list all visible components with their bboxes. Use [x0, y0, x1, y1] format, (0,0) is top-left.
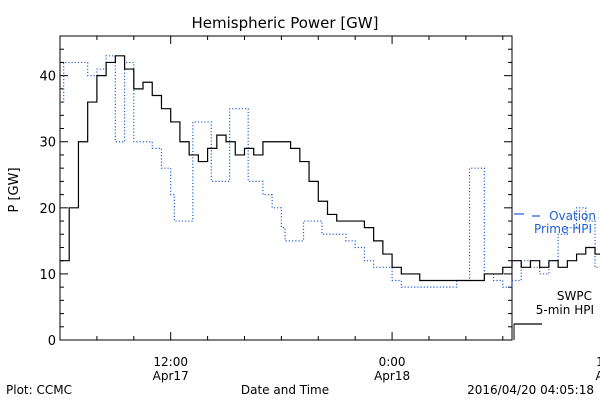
footer-timestamp: 2016/04/20 04:05:18	[467, 383, 594, 397]
y-axis-label: P [GW]	[7, 167, 22, 212]
legend-ovation-label-line1: Ovation	[549, 209, 596, 223]
x-tick-time-label: 0:00	[379, 355, 406, 369]
x-tick-time-label: 12:00	[153, 355, 188, 369]
series-ovation-prime-hpi-line	[60, 55, 600, 288]
y-tick-label: 20	[39, 202, 56, 217]
legend-ovation-label-line2: Prime HPI	[534, 222, 592, 236]
x-axis-ticks: 12:00Apr170:00Apr1812:00Apr180:00Apr1912…	[96, 36, 600, 383]
chart-title: Hemispheric Power [GW]	[192, 14, 379, 32]
y-tick-label: 40	[39, 70, 56, 85]
plot-frame	[59, 35, 513, 341]
x-tick-date-label: Apr18	[374, 369, 410, 383]
footer-plot-credit: Plot: CCMC	[6, 383, 72, 397]
x-tick-date-label: Apr18	[595, 369, 600, 383]
series-swpc-5min-hpi-line	[60, 55, 600, 282]
legend-ovation: Ovation Prime HPI	[514, 209, 596, 236]
y-tick-label: 10	[39, 268, 56, 283]
legend-swpc: SWPC 5-min HPI	[513, 289, 594, 340]
legend-swpc-label-line2: 5-min HPI	[536, 303, 594, 317]
y-axis-ticks: 0 10 20 30 40	[39, 35, 512, 349]
y-tick-label: 30	[39, 136, 56, 151]
y-tick-label: 0	[48, 334, 56, 349]
legend-swpc-label-line1: SWPC	[557, 289, 592, 303]
x-tick-date-label: Apr17	[153, 369, 189, 383]
x-axis-label: Date and Time	[241, 383, 329, 397]
x-tick-time-label: 12:00	[596, 355, 600, 369]
